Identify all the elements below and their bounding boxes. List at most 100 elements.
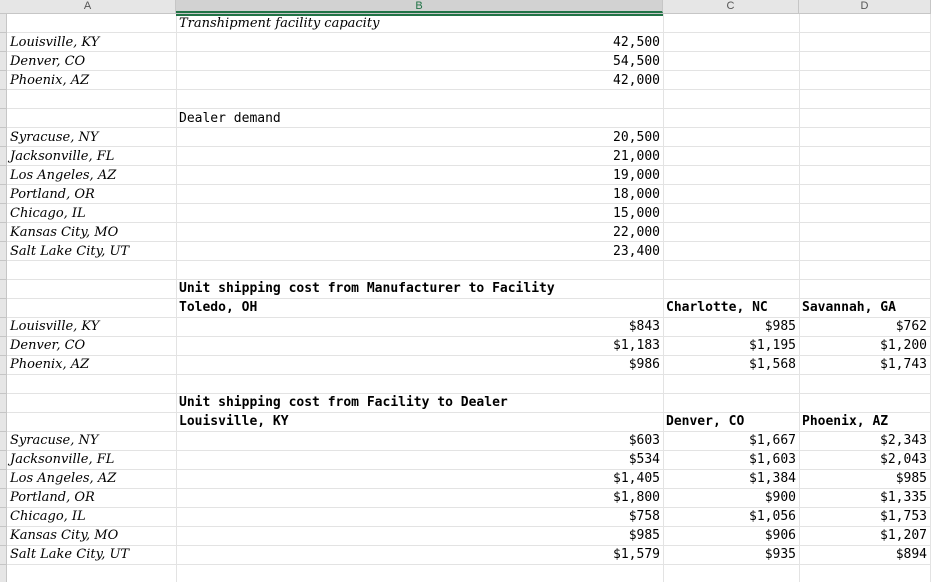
dealer-cost-value[interactable]: $894	[895, 547, 927, 562]
dealer-cost-header[interactable]: Louisville, KY	[179, 414, 289, 429]
demand-value[interactable]: 20,500	[613, 130, 660, 145]
mfg-cost-facility-name[interactable]: Phoenix, AZ	[10, 357, 90, 372]
mfg-cost-value[interactable]: $1,743	[880, 357, 927, 372]
capacity-value[interactable]: 42,500	[613, 35, 660, 50]
capacity-facility-name[interactable]: Louisville, KY	[10, 35, 100, 50]
cell-grid[interactable]: Transhipment facility capacity Louisvill…	[7, 14, 931, 582]
row-header-cell[interactable]	[0, 299, 6, 318]
dealer-cost-value[interactable]: $534	[628, 452, 660, 467]
demand-value[interactable]: 15,000	[613, 206, 660, 221]
row-header-cell[interactable]	[0, 337, 6, 356]
mfg-cost-value[interactable]: $843	[628, 319, 660, 334]
dealer-name[interactable]: Syracuse, NY	[10, 130, 99, 145]
row-header-cell[interactable]	[0, 33, 6, 52]
demand-title[interactable]: Dealer demand	[179, 111, 281, 126]
column-header-d[interactable]: D	[799, 0, 931, 13]
row-header-cell[interactable]	[0, 147, 6, 166]
dealer-cost-value[interactable]: $900	[764, 490, 796, 505]
capacity-facility-name[interactable]: Denver, CO	[10, 54, 86, 69]
column-header-b[interactable]: B	[176, 0, 663, 13]
row-header-strip[interactable]	[0, 14, 7, 582]
dealer-cost-title[interactable]: Unit shipping cost from Facility to Deal…	[179, 395, 508, 410]
dealer-cost-dealer-name[interactable]: Syracuse, NY	[10, 433, 99, 448]
dealer-cost-value[interactable]: $985	[895, 471, 927, 486]
demand-value[interactable]: 21,000	[613, 149, 660, 164]
row-header-cell[interactable]	[0, 109, 6, 128]
capacity-facility-name[interactable]: Phoenix, AZ	[10, 73, 90, 88]
demand-value[interactable]: 22,000	[613, 225, 660, 240]
dealer-cost-value[interactable]: $2,043	[880, 452, 927, 467]
dealer-cost-header[interactable]: Phoenix, AZ	[802, 414, 889, 429]
mfg-cost-header[interactable]: Toledo, OH	[179, 300, 258, 315]
row-header-cell[interactable]	[0, 280, 6, 299]
dealer-name[interactable]: Chicago, IL	[10, 206, 86, 221]
dealer-cost-value[interactable]: $1,753	[880, 509, 927, 524]
row-header-cell[interactable]	[0, 394, 6, 413]
row-header-cell[interactable]	[0, 375, 6, 394]
row-header-cell[interactable]	[0, 451, 6, 470]
mfg-cost-title[interactable]: Unit shipping cost from Manufacturer to …	[179, 281, 555, 296]
mfg-cost-value[interactable]: $1,183	[613, 338, 660, 353]
demand-value[interactable]: 19,000	[613, 168, 660, 183]
dealer-name[interactable]: Jacksonville, FL	[10, 149, 115, 164]
mfg-cost-value[interactable]: $985	[764, 319, 796, 334]
row-header-cell[interactable]	[0, 527, 6, 546]
dealer-cost-value[interactable]: $603	[628, 433, 660, 448]
row-header-cell[interactable]	[0, 413, 6, 432]
mfg-cost-value[interactable]: $762	[895, 319, 927, 334]
dealer-cost-value[interactable]: $1,056	[749, 509, 796, 524]
row-header-cell[interactable]	[0, 14, 6, 33]
row-header-cell[interactable]	[0, 185, 6, 204]
demand-value[interactable]: 23,400	[613, 244, 660, 259]
row-header-cell[interactable]	[0, 166, 6, 185]
row-header-cell[interactable]	[0, 318, 6, 337]
dealer-cost-value[interactable]: $1,800	[613, 490, 660, 505]
mfg-cost-value[interactable]: $1,195	[749, 338, 796, 353]
mfg-cost-value[interactable]: $1,568	[749, 357, 796, 372]
dealer-cost-value[interactable]: $2,343	[880, 433, 927, 448]
dealer-cost-dealer-name[interactable]: Kansas City, MO	[10, 528, 119, 543]
dealer-cost-value[interactable]: $1,207	[880, 528, 927, 543]
dealer-name[interactable]: Kansas City, MO	[10, 225, 119, 240]
dealer-cost-dealer-name[interactable]: Salt Lake City, UT	[10, 547, 130, 562]
dealer-name[interactable]: Los Angeles, AZ	[10, 168, 117, 183]
row-header-cell[interactable]	[0, 52, 6, 71]
mfg-cost-value[interactable]: $986	[628, 357, 660, 372]
dealer-cost-value[interactable]: $1,405	[613, 471, 660, 486]
dealer-cost-dealer-name[interactable]: Portland, OR	[10, 490, 95, 505]
row-header-cell[interactable]	[0, 470, 6, 489]
dealer-cost-dealer-name[interactable]: Jacksonville, FL	[10, 452, 115, 467]
row-header-cell[interactable]	[0, 223, 6, 242]
row-header-cell[interactable]	[0, 565, 6, 582]
row-header-cell[interactable]	[0, 432, 6, 451]
dealer-cost-value[interactable]: $758	[628, 509, 660, 524]
dealer-cost-value[interactable]: $1,335	[880, 490, 927, 505]
row-header-cell[interactable]	[0, 261, 6, 280]
dealer-cost-value[interactable]: $935	[764, 547, 796, 562]
mfg-cost-value[interactable]: $1,200	[880, 338, 927, 353]
dealer-name[interactable]: Portland, OR	[10, 187, 95, 202]
dealer-cost-value[interactable]: $1,603	[749, 452, 796, 467]
row-header-cell[interactable]	[0, 71, 6, 90]
mfg-cost-facility-name[interactable]: Louisville, KY	[10, 319, 100, 334]
mfg-cost-header[interactable]: Charlotte, NC	[666, 300, 768, 315]
mfg-cost-facility-name[interactable]: Denver, CO	[10, 338, 86, 353]
row-header-cell[interactable]	[0, 489, 6, 508]
row-header-cell[interactable]	[0, 128, 6, 147]
capacity-title[interactable]: Transhipment facility capacity	[179, 16, 380, 31]
column-header-a[interactable]: A	[0, 0, 176, 13]
dealer-name[interactable]: Salt Lake City, UT	[10, 244, 130, 259]
capacity-value[interactable]: 42,000	[613, 73, 660, 88]
row-header-cell[interactable]	[0, 356, 6, 375]
row-header-cell[interactable]	[0, 508, 6, 527]
column-header-c[interactable]: C	[663, 0, 799, 13]
row-header-cell[interactable]	[0, 204, 6, 223]
dealer-cost-dealer-name[interactable]: Los Angeles, AZ	[10, 471, 117, 486]
dealer-cost-value[interactable]: $906	[764, 528, 796, 543]
dealer-cost-value[interactable]: $1,667	[749, 433, 796, 448]
row-header-cell[interactable]	[0, 90, 6, 109]
row-header-cell[interactable]	[0, 242, 6, 261]
dealer-cost-header[interactable]: Denver, CO	[666, 414, 745, 429]
capacity-value[interactable]: 54,500	[613, 54, 660, 69]
row-header-cell[interactable]	[0, 546, 6, 565]
